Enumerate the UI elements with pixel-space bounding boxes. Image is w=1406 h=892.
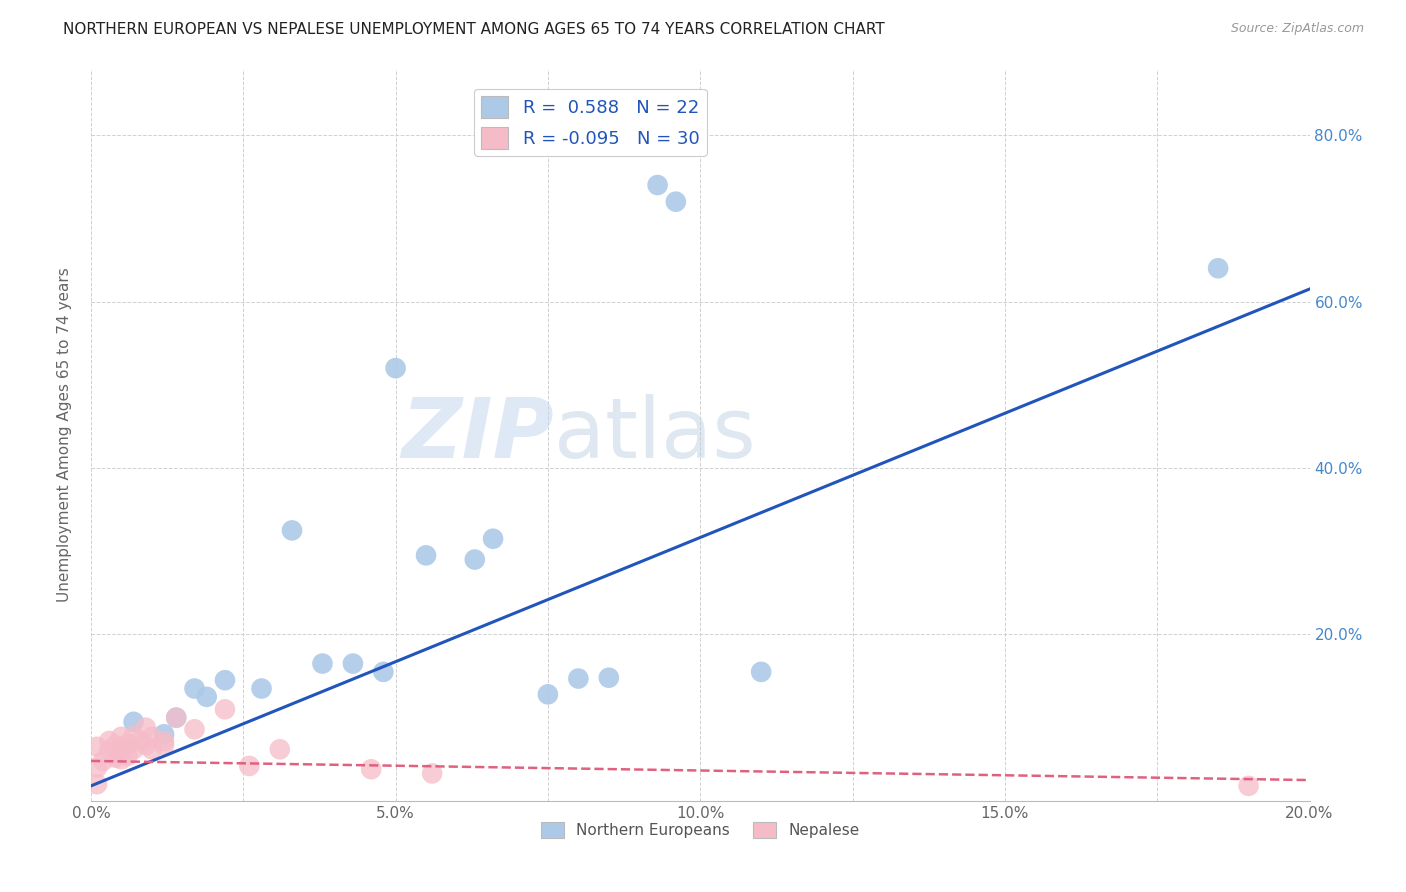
Point <box>567 672 589 686</box>
Y-axis label: Unemployment Among Ages 65 to 74 years: Unemployment Among Ages 65 to 74 years <box>58 268 72 602</box>
Point <box>464 552 486 566</box>
Point <box>86 739 108 754</box>
Point <box>195 690 218 704</box>
Point <box>165 711 187 725</box>
Point <box>117 737 139 751</box>
Point <box>122 742 145 756</box>
Point <box>141 742 163 756</box>
Point <box>110 752 132 766</box>
Point <box>420 766 443 780</box>
Point <box>238 759 260 773</box>
Point <box>122 714 145 729</box>
Point <box>153 738 176 752</box>
Point <box>214 673 236 688</box>
Point <box>104 738 127 752</box>
Legend: Northern Europeans, Nepalese: Northern Europeans, Nepalese <box>536 816 866 845</box>
Point <box>537 687 560 701</box>
Point <box>128 734 150 748</box>
Point <box>110 742 132 756</box>
Point <box>141 730 163 744</box>
Point <box>373 665 395 679</box>
Point <box>269 742 291 756</box>
Point <box>360 762 382 776</box>
Point <box>135 721 157 735</box>
Point <box>165 711 187 725</box>
Point <box>183 681 205 696</box>
Text: ZIP: ZIP <box>401 394 554 475</box>
Point <box>117 748 139 763</box>
Point <box>1237 779 1260 793</box>
Point <box>98 744 121 758</box>
Point <box>104 750 127 764</box>
Point <box>281 524 304 538</box>
Text: Source: ZipAtlas.com: Source: ZipAtlas.com <box>1230 22 1364 36</box>
Point <box>311 657 333 671</box>
Point <box>1206 261 1229 276</box>
Point <box>415 549 437 563</box>
Point <box>342 657 364 671</box>
Point <box>214 702 236 716</box>
Point <box>647 178 669 192</box>
Point <box>86 761 108 775</box>
Point <box>135 738 157 752</box>
Point <box>86 777 108 791</box>
Point <box>153 727 176 741</box>
Text: NORTHERN EUROPEAN VS NEPALESE UNEMPLOYMENT AMONG AGES 65 TO 74 YEARS CORRELATION: NORTHERN EUROPEAN VS NEPALESE UNEMPLOYME… <box>63 22 884 37</box>
Point <box>110 730 132 744</box>
Point <box>598 671 620 685</box>
Point <box>122 729 145 743</box>
Point <box>384 361 406 376</box>
Point <box>749 665 772 679</box>
Point <box>482 532 505 546</box>
Point <box>183 723 205 737</box>
Point <box>153 734 176 748</box>
Point <box>665 194 688 209</box>
Point <box>250 681 273 696</box>
Point <box>98 734 121 748</box>
Text: atlas: atlas <box>554 394 756 475</box>
Point <box>91 754 114 768</box>
